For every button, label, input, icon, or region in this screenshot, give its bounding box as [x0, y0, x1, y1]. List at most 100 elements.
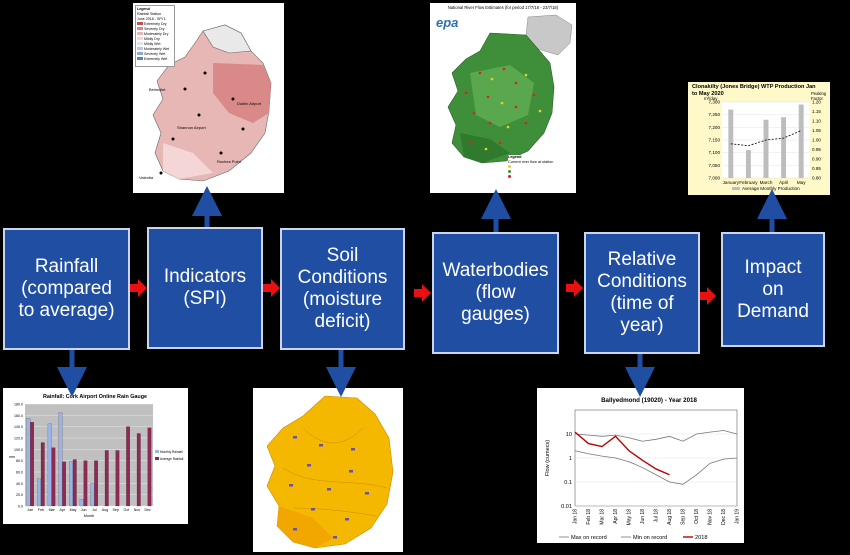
x-tick-label: Sep — [112, 508, 118, 512]
connector-arrow — [130, 279, 147, 297]
series-line — [574, 450, 738, 485]
y2-tick-label: 0.90 — [812, 157, 821, 162]
bar — [136, 433, 141, 507]
y-tick-label: 1 — [569, 456, 572, 462]
place-label: Roches Point — [217, 159, 242, 164]
step-label: Impact on Demand — [737, 256, 809, 322]
y-tick-label: 7,200 — [709, 125, 721, 130]
spi-legend-station: Rainfall Station — [137, 12, 162, 16]
bar — [147, 427, 152, 507]
bar — [90, 483, 95, 507]
flow-station-dots — [464, 67, 542, 151]
x-tick-label: Apr — [60, 508, 66, 512]
bar — [72, 459, 77, 507]
bar — [51, 447, 56, 507]
flow-map — [447, 14, 573, 164]
flow-chart: Ballyedmond (19020) - Year 2018 0.01 0.1 1 1… — [545, 397, 741, 541]
bar — [745, 150, 751, 178]
bar — [58, 412, 63, 507]
flow-map-title: National River Flow Estimates (for perio… — [447, 5, 559, 10]
bar — [781, 117, 787, 178]
step-label: Rainfall (compared to average) — [18, 256, 115, 321]
y-tick-label: 10 — [566, 432, 572, 438]
y2-tick-label: 1.15 — [812, 109, 821, 114]
chart-title: Ballyedmond (19020) - Year 2018 — [601, 397, 697, 404]
chart-title: Rainfall: Cork Airport Online Rain Gauge — [43, 394, 147, 400]
flow-legend: Legend Current river flow at station — [508, 155, 574, 189]
x-tick-label: Jan 19 — [735, 509, 741, 524]
connector-arrow — [263, 279, 280, 297]
spi-legend-item: Extremely Dry — [137, 22, 173, 27]
spi-legend-period: June 2018 - SPI 1 — [137, 17, 166, 21]
series-line — [574, 431, 670, 476]
y-axis-label: Flow (cumecs) — [545, 440, 551, 476]
step-label: Indicators (SPI) — [163, 266, 247, 309]
spi-legend-item: Severely Dry — [137, 27, 173, 32]
bar — [62, 461, 66, 507]
legend-swatch — [155, 457, 159, 460]
spi-legend: Legend Rainfall Station June 2018 - SPI … — [135, 5, 175, 67]
plot-area — [25, 404, 153, 506]
flow-legend-title: Legend — [508, 155, 522, 159]
place-label: Dublin Airport — [237, 101, 262, 106]
x-tick-label: Aug 18 — [667, 509, 673, 525]
step-label: Relative Conditions (time of year) — [597, 249, 687, 336]
y2-tick-label: 0.95 — [812, 147, 821, 152]
y-tick-label: 160.0 — [14, 414, 23, 418]
y-tick-label: 0.1 — [564, 480, 572, 486]
wtp-chart: 7,000 7,050 7,100 7,150 7,200 7,250 7,300 0.80 0… — [704, 91, 827, 185]
x-tick-label: Dec — [144, 508, 151, 512]
x-tick-label: February — [739, 180, 758, 185]
y2-tick-label: 1.05 — [812, 128, 821, 133]
y2-tick-label: 0.85 — [812, 166, 821, 171]
bar — [40, 442, 45, 507]
y-tick-label: 100.0 — [14, 448, 23, 452]
y-tick-label: 40.0 — [16, 482, 23, 486]
x-tick-label: Jun — [81, 508, 87, 512]
spi-legend-item: Mildly Wet — [137, 42, 173, 47]
peaking-factor-line — [730, 130, 802, 147]
rain-chart-panel: Rainfall: Cork Airport Online Rain Gauge… — [3, 388, 188, 524]
connector-arrow — [414, 284, 431, 302]
step-rainfall: Rainfall (compared to average) — [3, 228, 130, 350]
y-axis-label: mm — [9, 455, 15, 459]
y-tick-label: 180.0 — [14, 403, 23, 407]
x-tick-label: January — [723, 180, 740, 185]
step-impact-on-demand: Impact on Demand — [721, 232, 825, 347]
legend-label: Monthly Rainfall — [160, 450, 183, 454]
wtp-legend-label: Average Monthly Production — [742, 186, 800, 191]
legend-swatch — [155, 450, 159, 453]
bar — [37, 478, 41, 507]
wtp-legend: Average Monthly Production — [732, 186, 800, 191]
x-tick-label: Jul 18 — [654, 509, 660, 523]
x-tick-label: Feb 18 — [586, 509, 592, 525]
bar — [79, 499, 84, 507]
wtp-legend-swatch — [732, 187, 740, 190]
spi-map-panel: Belmullet Valentia Shannon Airport Dubli… — [133, 3, 284, 193]
step-relative-conditions: Relative Conditions (time of year) — [584, 232, 700, 354]
y-tick-label: 7,000 — [709, 176, 721, 181]
y-tick-label: 60.0 — [16, 471, 23, 475]
legend-label: Min on record — [633, 535, 667, 541]
wtp-chart-panel: Clonakilty (Jones Bridge) WTP Production… — [688, 82, 830, 195]
y2-axis-label: Factor — [811, 96, 823, 101]
spi-legend-title: Legend — [137, 7, 150, 11]
x-tick-label: Jul — [92, 508, 97, 512]
x-tick-label: March — [760, 180, 773, 185]
y-tick-label: 7,150 — [709, 138, 721, 143]
y2-axis-label: Peaking — [811, 91, 827, 96]
x-tick-label: Jan 18 — [573, 509, 579, 524]
spi-legend-item: Moderately Wet — [137, 47, 173, 52]
x-tick-label: Aug — [102, 508, 108, 512]
place-label: Belmullet — [149, 87, 166, 92]
x-tick-label: Jun 18 — [640, 509, 646, 524]
place-label: Shannon Airport — [177, 125, 207, 130]
y2-tick-label: 1.20 — [812, 100, 821, 105]
bar — [30, 422, 34, 507]
y2-tick-label: 1.10 — [812, 119, 821, 124]
bar — [94, 460, 98, 507]
soil-station-markers — [289, 436, 369, 539]
y-tick-label: 20.0 — [16, 493, 23, 497]
x-tick-label: April — [779, 180, 788, 185]
